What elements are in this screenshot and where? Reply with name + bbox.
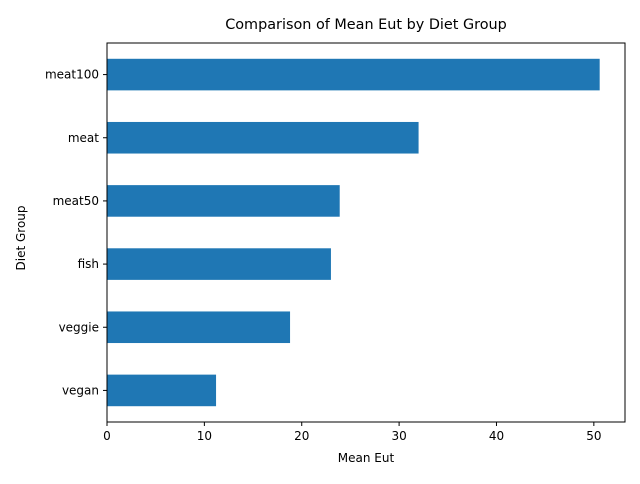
x-tick-label-0: 0 <box>103 429 111 443</box>
y-axis-label: Diet Group <box>14 205 28 270</box>
y-tick-label-meat100: meat100 <box>45 68 99 82</box>
x-axis-ticks: 0 10 20 30 40 50 <box>103 422 601 443</box>
bar-meat <box>107 121 419 154</box>
y-tick-label-vegan: vegan <box>62 383 99 397</box>
y-axis-ticks: vegan veggie fish meat50 meat meat100 <box>45 68 107 397</box>
x-tick-label-10: 10 <box>197 429 212 443</box>
bar-vegan <box>107 374 217 407</box>
x-tick-label-40: 40 <box>489 429 504 443</box>
x-axis-label: Mean Eut <box>338 451 395 465</box>
bars-layer <box>107 58 600 407</box>
bar-fish <box>107 248 331 280</box>
plot-frame <box>106 42 626 423</box>
bar-veggie <box>107 311 291 344</box>
x-tick-label-50: 50 <box>586 429 601 443</box>
y-tick-label-fish: fish <box>78 257 99 271</box>
y-tick-label-meat: meat <box>68 131 99 145</box>
y-tick-label-veggie: veggie <box>59 320 99 334</box>
x-tick-label-30: 30 <box>391 429 406 443</box>
bar-meat50 <box>107 185 340 217</box>
bar-meat100 <box>107 58 600 91</box>
chart-title: Comparison of Mean Eut by Diet Group <box>225 17 507 33</box>
x-tick-label-20: 20 <box>294 429 309 443</box>
y-tick-label-meat50: meat50 <box>53 194 99 208</box>
